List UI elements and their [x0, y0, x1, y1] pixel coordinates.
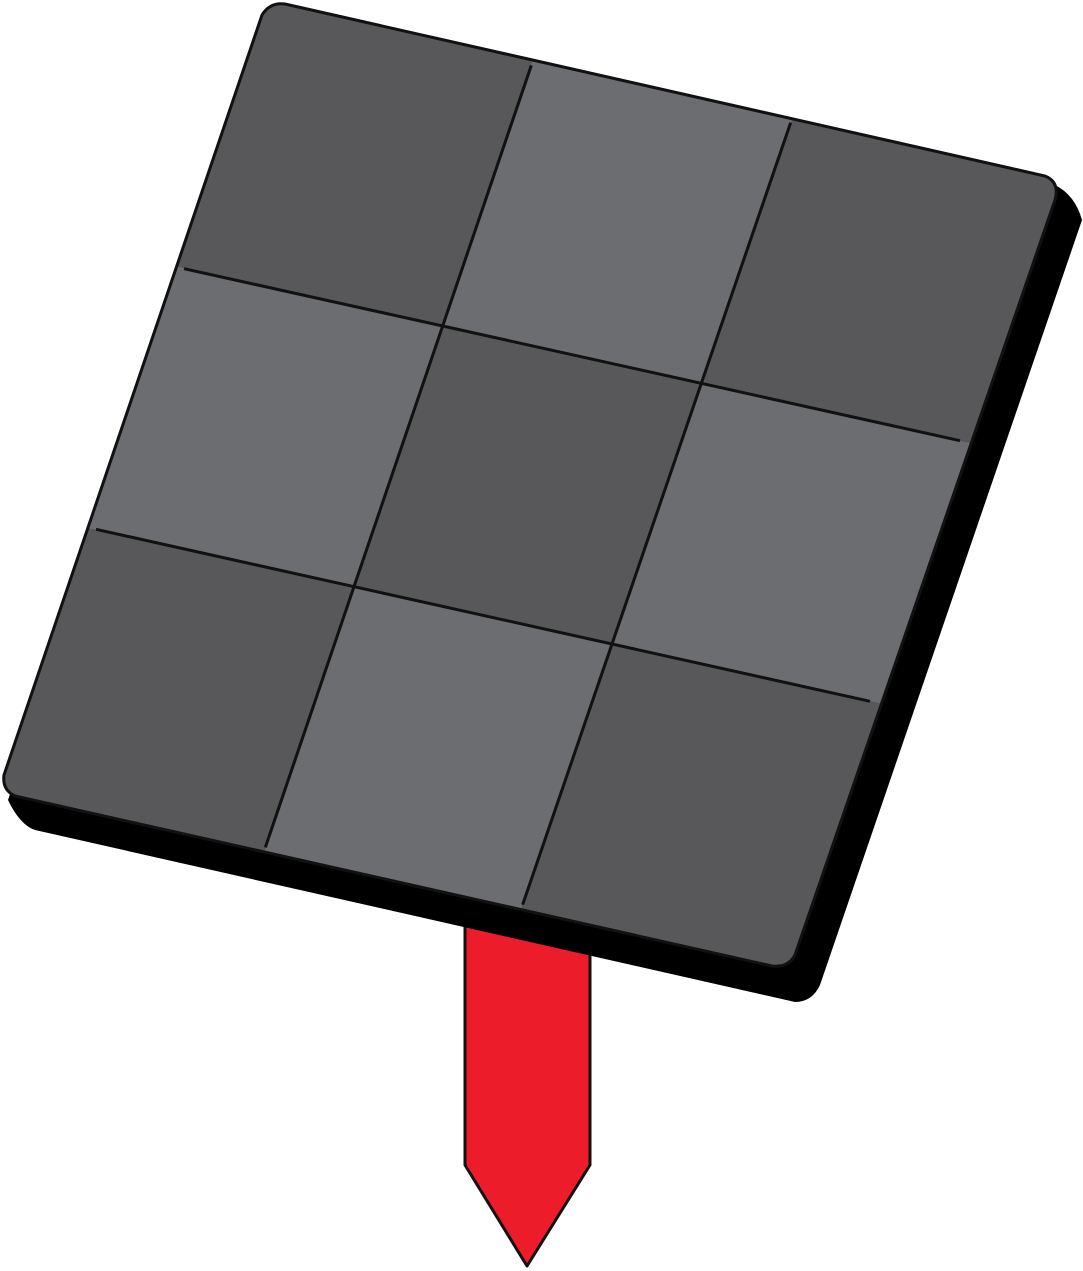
stake-icon: [463, 903, 592, 1268]
grid-line-horizontal: [95, 527, 871, 703]
grid-cell-light: [249, 586, 612, 952]
board-outline: [2, 2, 1058, 968]
board-face: [3, 3, 1057, 967]
grid-line-vertical: [263, 64, 533, 848]
grid-line-vertical: [521, 122, 793, 906]
grid-cell-light: [442, 18, 807, 384]
grid-line-horizontal: [183, 267, 961, 443]
grid-cell-dark: [354, 326, 702, 644]
